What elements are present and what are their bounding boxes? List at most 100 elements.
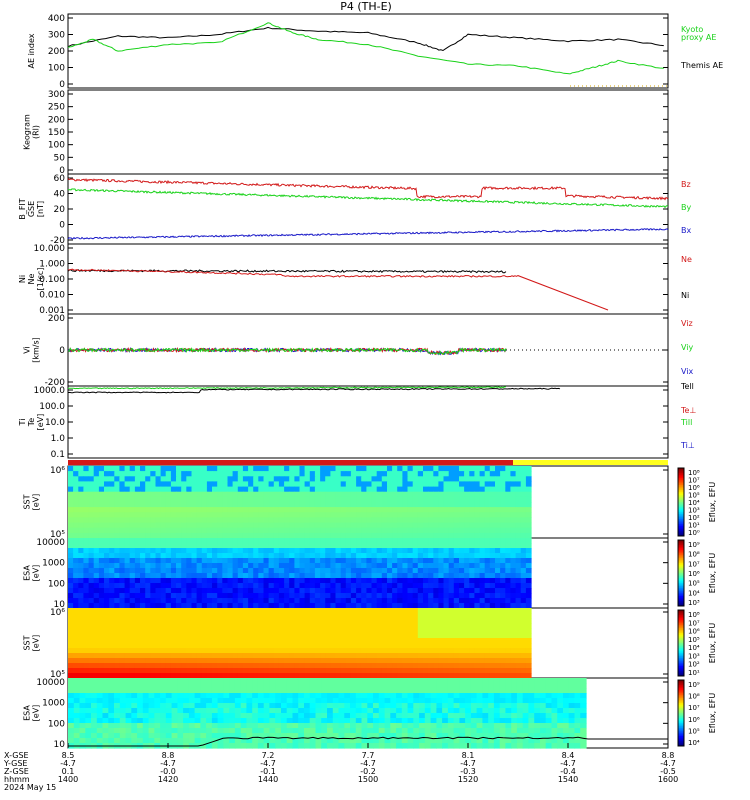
esa_i-cell — [315, 693, 322, 699]
sst_e-colorbar-cell — [678, 473, 684, 476]
sst_e-cell — [392, 507, 398, 513]
esa_e-cell — [263, 548, 270, 554]
sst_i-cell — [376, 618, 383, 624]
sst_i-cell — [505, 633, 511, 639]
esa_e-cell — [212, 593, 218, 599]
sst_i-cell — [320, 663, 326, 669]
esa_e-cell — [242, 548, 249, 554]
esa_e-cell — [273, 543, 280, 549]
sst_i-cell — [258, 643, 264, 649]
esa_i-cell — [332, 698, 340, 704]
sst_e-cell — [489, 496, 496, 503]
sst_e-cell — [145, 507, 151, 513]
esa_e-cell — [366, 543, 373, 549]
esa_i-cell — [183, 713, 190, 719]
esa_e-cell — [186, 553, 192, 559]
sst_e-cell — [423, 527, 429, 534]
sst_i-cell — [474, 658, 481, 664]
esa_i-cell — [211, 703, 219, 709]
sst_i-cell — [134, 623, 141, 629]
esa_e-cell — [212, 578, 218, 584]
sst_i-cell — [392, 638, 398, 644]
sst_i-cell — [145, 608, 151, 614]
esa_e-cell — [448, 568, 455, 574]
sst_i-cell — [325, 618, 331, 624]
temperature-legend: Ti⊥ — [680, 441, 695, 450]
esa_i-cell — [424, 683, 432, 689]
sst_i-cell — [484, 633, 491, 639]
sst_e-cell — [335, 496, 342, 503]
sst_e-cell — [345, 466, 352, 472]
esa_e-cell — [402, 553, 409, 559]
sst_e-cell — [366, 532, 373, 539]
sst_e-cell — [505, 491, 511, 498]
sst_e-cell — [479, 471, 486, 477]
esa_i-cell — [234, 723, 242, 729]
sst_e-cell — [309, 532, 316, 539]
sst_i-cell — [119, 673, 126, 679]
sst_i-cell — [464, 633, 470, 639]
sst_e-cell — [222, 517, 228, 524]
sst_i-cell — [325, 653, 331, 659]
esa_e-cell — [417, 598, 424, 604]
esa_i-cell — [350, 703, 357, 709]
keogram-panel-tick-label: 300 — [48, 90, 65, 100]
sst_e-cell — [361, 476, 367, 482]
sst_i-cell — [181, 613, 187, 619]
sst_e-cell — [160, 471, 167, 477]
sst_e-cell — [417, 502, 424, 508]
sst_e-cell — [150, 471, 156, 477]
sst_e-cell — [145, 512, 151, 518]
esa_i-cell — [534, 703, 541, 709]
esa_e-cell — [320, 548, 326, 554]
esa_e-cell — [93, 543, 100, 549]
esa_i-cell — [125, 723, 132, 729]
esa_e-cell — [495, 543, 501, 549]
sst_e-cell — [212, 486, 218, 493]
sst_e-cell — [176, 471, 182, 477]
sst_e-cell — [309, 517, 316, 524]
sst_e-cell — [88, 471, 95, 477]
sst_i-cell — [505, 668, 511, 674]
esa_e-cell — [330, 548, 337, 554]
esa_e-cell — [366, 558, 373, 564]
sst_i-cell — [469, 643, 475, 649]
esa_i-cell — [108, 683, 115, 689]
sst_e-cell — [525, 522, 532, 529]
esa_e-cell — [345, 583, 352, 589]
esa_e-cell — [438, 588, 445, 594]
sst_e-cell — [309, 481, 316, 488]
esa_e-cell — [510, 568, 517, 574]
esa_i-cell — [292, 718, 299, 724]
sst_i-cell — [459, 608, 465, 614]
esa_e-cell — [443, 593, 450, 599]
sst_e-cell — [160, 486, 167, 493]
sst_i-cell — [98, 653, 105, 659]
sst_e-cell — [68, 522, 74, 529]
sst_e-cell — [371, 486, 378, 493]
esa_i-cell — [459, 688, 466, 694]
esa_i-cell — [131, 693, 138, 699]
esa_e-cell — [387, 598, 393, 604]
sst_i-cell — [181, 608, 187, 614]
sst_e-cell — [258, 522, 264, 529]
sst_e-cell — [201, 507, 208, 513]
sst_e-cell — [165, 522, 172, 529]
sst_e-cell — [258, 512, 264, 518]
esa_i-cell — [396, 703, 403, 709]
esa_e-cell — [423, 578, 429, 584]
esa_i-cell — [252, 698, 259, 704]
esa_e-cell — [417, 593, 424, 599]
sst_e-cell — [356, 491, 362, 498]
sst_e-cell — [206, 507, 213, 513]
sst_e-cell — [73, 517, 79, 524]
esa_e-cell — [433, 563, 439, 569]
sst_i-cell — [469, 653, 475, 659]
esa_i-cell — [350, 718, 357, 724]
esa_i-cell — [304, 693, 311, 699]
sst_e-cell — [68, 527, 74, 534]
sst_e-cell — [284, 486, 290, 493]
sst_i-cell — [93, 623, 100, 629]
sst_e-cell — [500, 527, 506, 534]
sst_i-cell — [459, 638, 465, 644]
